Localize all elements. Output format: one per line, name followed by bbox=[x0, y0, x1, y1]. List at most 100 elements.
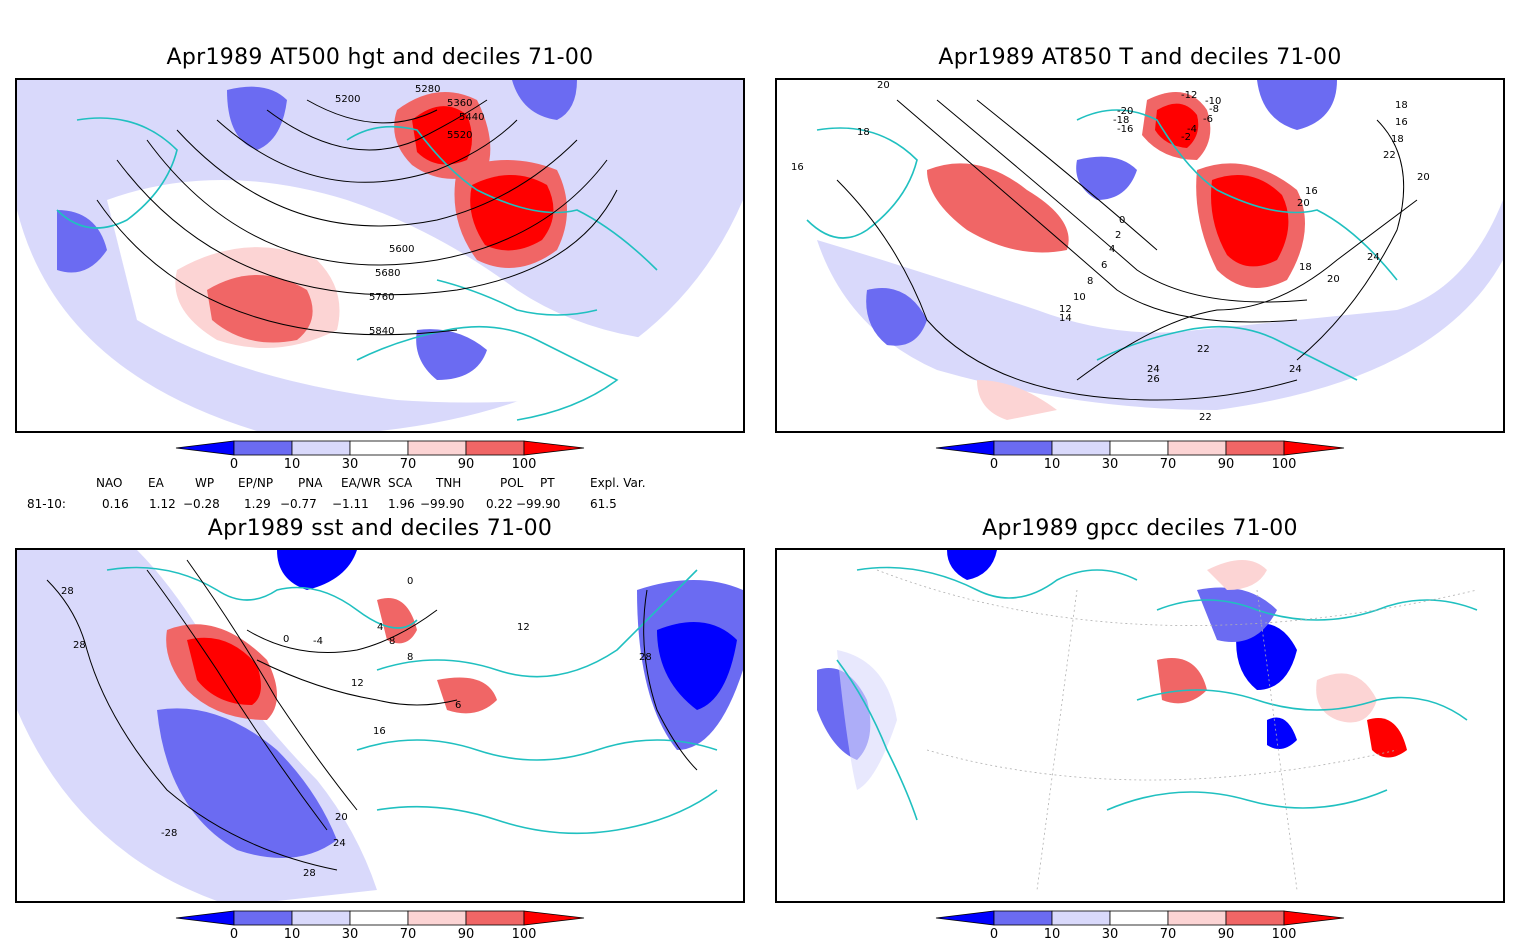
contour-label: 28 bbox=[73, 640, 86, 651]
contour-5 bbox=[146, 139, 608, 266]
index-value: −0.77 bbox=[280, 497, 317, 511]
colorbar-tick-label: 0 bbox=[230, 457, 238, 472]
positive-anomaly-atlantic-core bbox=[187, 637, 261, 705]
coastline-2 bbox=[346, 125, 658, 271]
contour-3 bbox=[216, 119, 518, 183]
contour-5 bbox=[1076, 199, 1418, 381]
contour-label: 0 bbox=[1119, 215, 1125, 226]
colorbar-segment bbox=[291, 910, 351, 926]
index-value: 0.22 bbox=[486, 497, 513, 511]
gpcc-positive-europe bbox=[1157, 658, 1207, 704]
contour-label: 5360 bbox=[447, 98, 472, 109]
colorbar-segment bbox=[1109, 910, 1169, 926]
contour-label: 28 bbox=[303, 868, 316, 879]
negative-anomaly-siberia bbox=[512, 80, 577, 120]
contour-2 bbox=[266, 99, 488, 151]
colorbar-tick-label: 100 bbox=[512, 457, 537, 472]
coastline-4 bbox=[1106, 789, 1388, 811]
coastline-2 bbox=[1076, 109, 1398, 281]
contour-6 bbox=[1296, 119, 1405, 361]
contour-label: 24 bbox=[1147, 364, 1160, 375]
contour-1 bbox=[306, 99, 438, 124]
coastline-1 bbox=[856, 566, 1138, 599]
coastline-2 bbox=[1156, 599, 1478, 621]
contour-2 bbox=[936, 99, 1308, 303]
map-t850-svg: 20 18 16 -12 -10 -8 -6 -20 -18 -16 -4 -2… bbox=[777, 80, 1503, 431]
index-value: 0.16 bbox=[102, 497, 129, 511]
contour-label: -4 bbox=[313, 636, 323, 647]
colorbar-tick-label: 10 bbox=[284, 457, 301, 472]
contour-label: -18 bbox=[1113, 115, 1129, 126]
colorbar-segment bbox=[407, 910, 467, 926]
contour-label: 0 bbox=[283, 634, 289, 645]
graticule-3 bbox=[1036, 589, 1078, 891]
map-hgt500-svg: 5200 5280 5360 5440 5520 5600 5680 5760 … bbox=[17, 80, 743, 431]
map-gpcc-svg bbox=[817, 550, 1478, 891]
colorbar-tick-label: 30 bbox=[342, 457, 359, 472]
contour-label: 22 bbox=[1383, 150, 1396, 161]
colorbar-segment bbox=[1225, 440, 1285, 456]
colorbar: 0 10 30 70 90 100 bbox=[175, 440, 586, 472]
contour-4 bbox=[836, 179, 1298, 401]
colorbar: 0 10 30 70 90 100 bbox=[175, 910, 586, 940]
contour-label: 5520 bbox=[447, 130, 472, 141]
contour-label: 5200 bbox=[335, 94, 360, 105]
contour-label: 8 bbox=[1087, 276, 1093, 287]
contour-label: 22 bbox=[1199, 412, 1212, 423]
contour-6 bbox=[116, 159, 618, 296]
colorbar-tick-label: 90 bbox=[458, 927, 475, 940]
contour-label: 26 bbox=[1147, 374, 1160, 385]
contour-3 bbox=[186, 559, 358, 811]
colorbar-tick-label: 90 bbox=[458, 457, 475, 472]
index-value: 1.29 bbox=[244, 497, 271, 511]
panel-title-gpcc: Apr1989 gpcc deciles 71-00 bbox=[982, 516, 1298, 541]
index-row-label: 81-10: bbox=[27, 497, 66, 511]
colorbar-segment bbox=[1109, 440, 1169, 456]
index-header: EA bbox=[148, 476, 164, 490]
colorbar-tick-label: 70 bbox=[400, 927, 417, 940]
colorbar-svg: 0 10 30 70 90 100 bbox=[935, 440, 1345, 472]
contour-6 bbox=[643, 589, 698, 771]
colorbar-tip-low bbox=[935, 910, 995, 926]
contour-label: 5280 bbox=[415, 84, 440, 95]
index-value: −1.11 bbox=[332, 497, 369, 511]
positive-anomaly-baltic bbox=[377, 598, 417, 644]
gpcc-positive-east bbox=[1207, 560, 1267, 590]
index-header: EA/WR bbox=[341, 476, 382, 490]
contour-label: 20 bbox=[335, 812, 348, 823]
colorbar-segment bbox=[993, 910, 1053, 926]
index-header: NAO bbox=[96, 476, 123, 490]
negative-anomaly-east-core bbox=[657, 622, 737, 710]
contour-label: 4 bbox=[1109, 244, 1115, 255]
contour-label: 12 bbox=[351, 678, 364, 689]
contour-label: 20 bbox=[1327, 274, 1340, 285]
index-value: 1.96 bbox=[388, 497, 415, 511]
panel-title-t850: Apr1989 AT850 T and deciles 71-00 bbox=[938, 45, 1342, 70]
contour-label: 5760 bbox=[369, 292, 394, 303]
contour-label: -16 bbox=[1117, 124, 1133, 135]
graticule-2 bbox=[926, 749, 1398, 781]
colorbar-segment bbox=[1167, 440, 1227, 456]
index-value: −99.90 bbox=[516, 497, 561, 511]
map-panel-hgt500: 5200 5280 5360 5440 5520 5600 5680 5760 … bbox=[15, 78, 745, 433]
colorbar-tick-label: 100 bbox=[1272, 457, 1297, 472]
gpcc-light-west bbox=[837, 650, 897, 790]
colorbar-tick-label: 70 bbox=[400, 457, 417, 472]
contour-label: 8 bbox=[389, 636, 395, 647]
coastline-1 bbox=[106, 566, 418, 629]
contour-3 bbox=[976, 99, 1158, 251]
contour-label: 12 bbox=[517, 622, 530, 633]
contour-1 bbox=[46, 579, 338, 871]
gpcc-negative-north bbox=[947, 550, 997, 580]
contour-label: 18 bbox=[1391, 134, 1404, 145]
gpcc-positive-mideast-core bbox=[1367, 718, 1407, 758]
coastline-4 bbox=[436, 279, 598, 316]
colorbar-segment bbox=[1051, 440, 1111, 456]
coastline-1 bbox=[806, 127, 918, 239]
colorbar-tick-label: 30 bbox=[1102, 927, 1119, 940]
colorbar-tick-label: 70 bbox=[1160, 457, 1177, 472]
contour-label: 28 bbox=[639, 652, 652, 663]
index-header: Expl. Var. bbox=[590, 476, 646, 490]
contour-label: 24 bbox=[1289, 364, 1302, 375]
negative-anomaly-greenland bbox=[227, 86, 287, 150]
